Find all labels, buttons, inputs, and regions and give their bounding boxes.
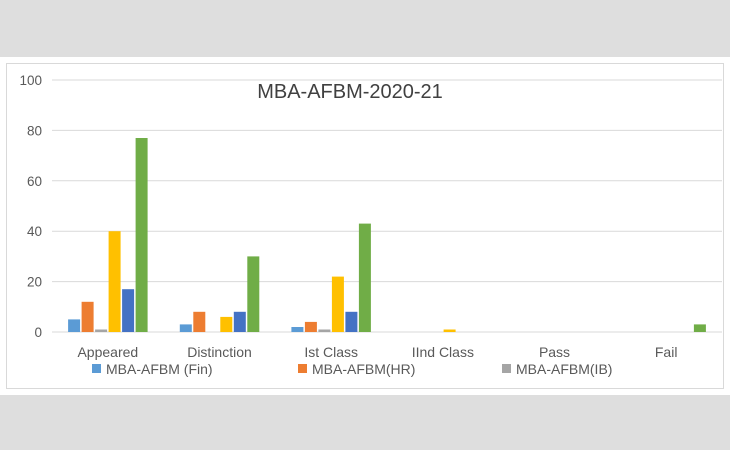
x-category-label: Pass xyxy=(539,344,570,360)
legend-label: MBA-AFBM(HR) xyxy=(312,361,415,377)
bar-appeared-s2 xyxy=(81,301,94,332)
bar-distinction-s1 xyxy=(179,324,192,332)
x-category-label: Fail xyxy=(655,344,678,360)
bar-iind-class-s4 xyxy=(443,329,456,332)
y-tick-label: 100 xyxy=(19,73,42,88)
legend-label: MBA-AFBM (Fin) xyxy=(106,361,213,377)
y-tick-label: 0 xyxy=(34,325,42,340)
y-tick-label: 20 xyxy=(27,275,42,290)
bar-distinction-s5 xyxy=(233,311,246,332)
bar-distinction-s4 xyxy=(220,316,233,332)
x-category-label: IInd Class xyxy=(412,344,474,360)
bar-chart: 0 20 40 60 80 100 Appeared Distinction Ist Clas… xyxy=(19,73,722,377)
legend: MBA-AFBM (Fin) MBA-AFBM(HR) MBA-AFBM(IB) xyxy=(92,361,612,377)
bar-appeared-s6 xyxy=(135,138,148,332)
bar-distinction-s6 xyxy=(247,256,260,332)
bar-fail-s6 xyxy=(693,324,706,332)
x-category-label: Ist Class xyxy=(304,344,358,360)
bar-ist-class-s6 xyxy=(358,223,371,332)
chart-card: 0 20 40 60 80 100 Appeared Distinction Ist Clas… xyxy=(0,57,730,395)
bar-distinction-s2 xyxy=(193,311,206,332)
bar-ist-class-s2 xyxy=(304,321,317,332)
y-tick-label: 40 xyxy=(27,224,42,239)
legend-swatch xyxy=(298,364,307,373)
bar-appeared-s1 xyxy=(68,319,81,332)
chart-title: MBA-AFBM-2020-21 xyxy=(257,81,443,103)
y-tick-label: 60 xyxy=(27,174,42,189)
gridlines xyxy=(52,79,722,333)
bar-ist-class-s3 xyxy=(318,329,331,332)
x-category-label: Appeared xyxy=(77,344,138,360)
x-category-label: Distinction xyxy=(187,344,252,360)
legend-swatch xyxy=(502,364,511,373)
bar-appeared-s3 xyxy=(95,329,108,332)
x-axis-categories: Appeared Distinction Ist Class IInd Class Pa… xyxy=(77,344,677,360)
bar-ist-class-s1 xyxy=(291,327,304,332)
bars xyxy=(68,138,706,332)
bar-ist-class-s5 xyxy=(345,311,358,332)
legend-label: MBA-AFBM(IB) xyxy=(516,361,612,377)
legend-swatch xyxy=(92,364,101,373)
bar-appeared-s4 xyxy=(108,231,121,332)
y-tick-label: 80 xyxy=(27,123,42,138)
bar-appeared-s5 xyxy=(122,289,135,332)
bar-ist-class-s4 xyxy=(331,276,344,332)
y-axis-ticks: 0 20 40 60 80 100 xyxy=(19,73,42,340)
chart-frame xyxy=(6,63,724,389)
